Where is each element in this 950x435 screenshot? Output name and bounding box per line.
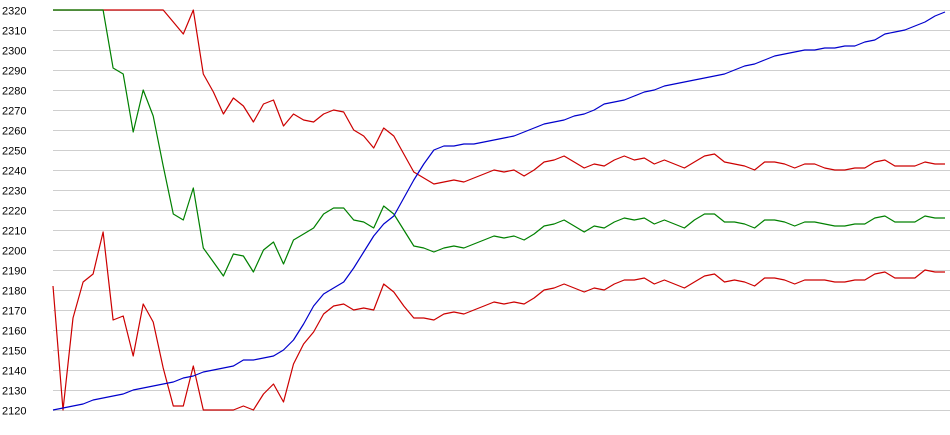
series-line-1 xyxy=(53,9,945,185)
grid xyxy=(53,10,950,411)
y-tick-label: 2210 xyxy=(2,226,26,238)
y-tick-label: 2180 xyxy=(2,286,26,298)
y-tick-label: 2250 xyxy=(2,146,26,158)
y-tick-label: 2120 xyxy=(2,406,26,418)
y-tick-label: 2170 xyxy=(2,306,26,318)
y-tick-label: 2280 xyxy=(2,86,26,98)
y-tick-label: 2290 xyxy=(2,66,26,78)
series-line-2 xyxy=(53,9,945,277)
y-tick-label: 2200 xyxy=(2,246,26,258)
series-line-4 xyxy=(52,11,946,411)
y-tick-label: 2190 xyxy=(2,266,26,278)
y-tick-label: 2270 xyxy=(2,106,26,118)
y-tick-label: 2220 xyxy=(2,206,26,218)
y-tick-label: 2230 xyxy=(2,186,26,198)
series-line-3 xyxy=(52,231,945,411)
y-tick-label: 2160 xyxy=(2,326,26,338)
y-tick-label: 2130 xyxy=(2,386,26,398)
y-tick-label: 2240 xyxy=(2,166,26,178)
series-group xyxy=(52,9,946,411)
y-tick-label: 2300 xyxy=(2,46,26,58)
y-tick-label: 2320 xyxy=(2,6,26,18)
y-axis-ticks: 2120 2130 2140 2150 2160 2170 2180 2190 2200 2210… xyxy=(2,6,26,418)
y-tick-label: 2150 xyxy=(2,346,26,358)
y-tick-label: 2310 xyxy=(2,26,26,38)
y-tick-label: 2260 xyxy=(2,126,26,138)
y-tick-label: 2140 xyxy=(2,366,26,378)
